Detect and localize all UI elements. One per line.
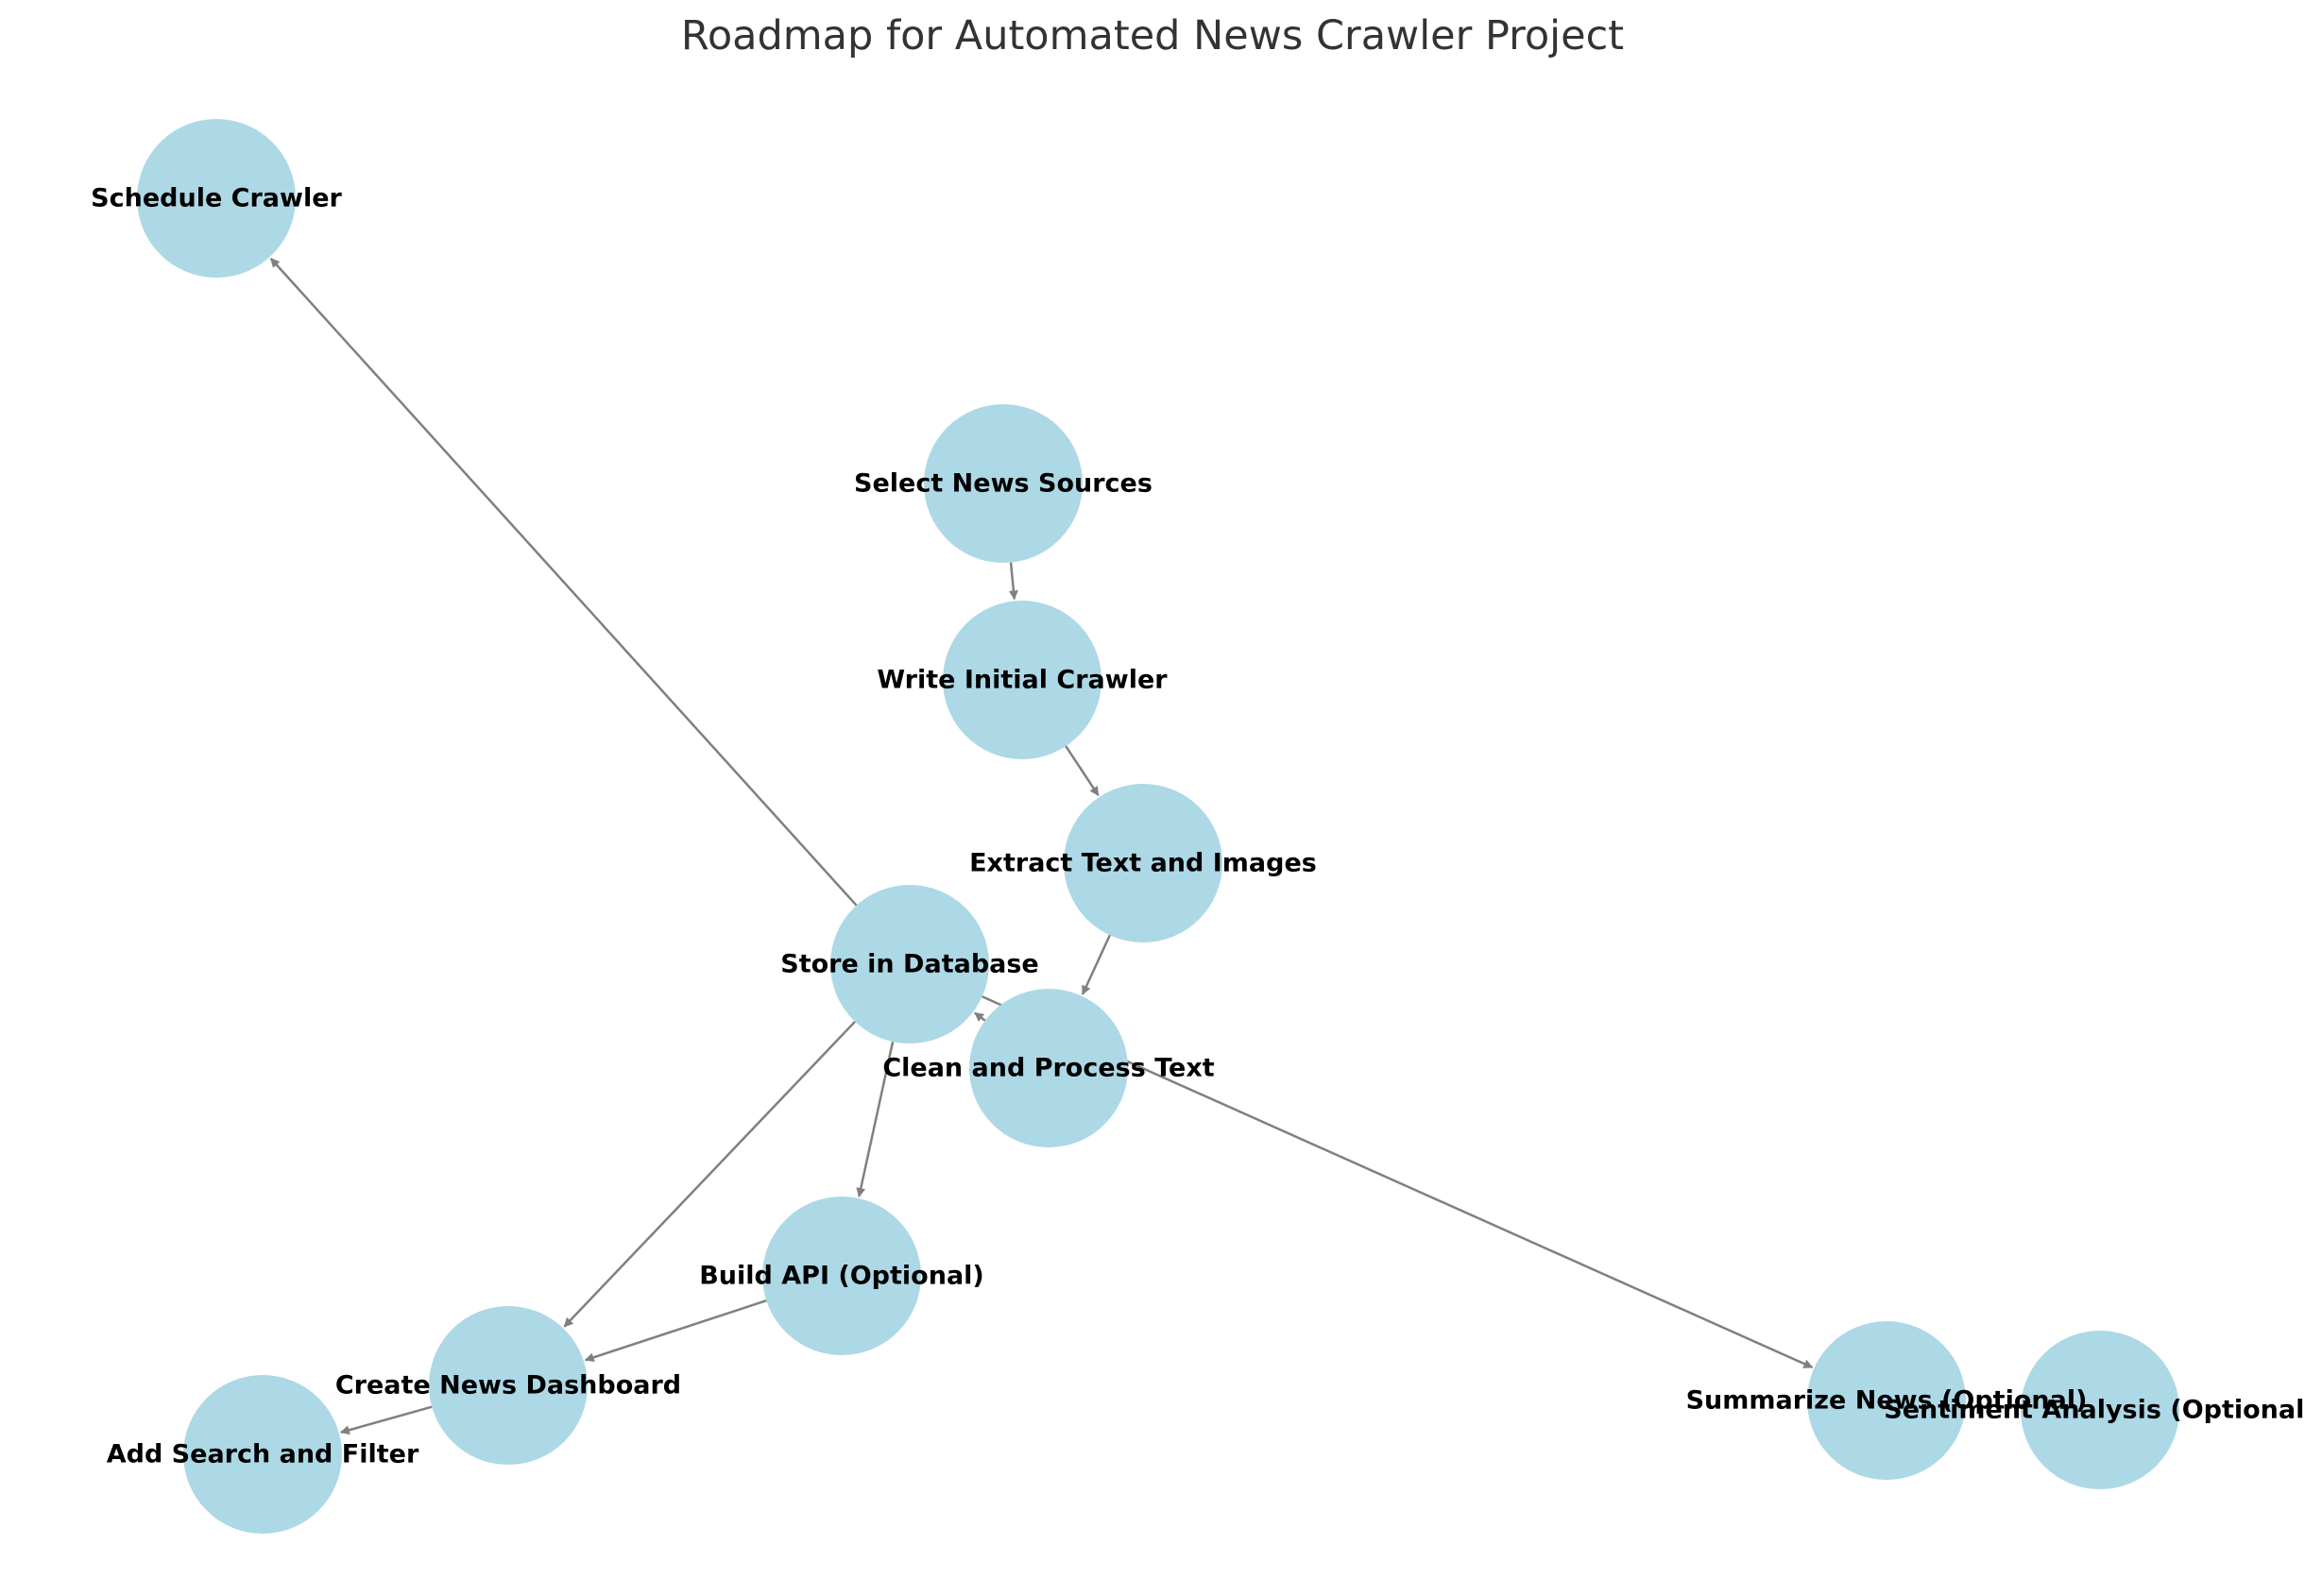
node-label-sentiment: Sentiment Analysis (Optional) <box>1884 1396 2305 1425</box>
node-label-store: Store in Database <box>780 950 1039 979</box>
node-write <box>943 601 1101 759</box>
labels-layer: Schedule Crawler Select News Sources Write… <box>91 184 2305 1469</box>
edge-store-to-schedule <box>269 257 858 907</box>
edge-select-to-write <box>1008 562 1018 601</box>
edge-extract-to-clean <box>1081 934 1111 995</box>
node-label-write: Write Initial Crawler <box>877 666 1168 695</box>
edge-write-to-extract <box>1065 745 1100 797</box>
node-sentiment <box>2021 1331 2179 1489</box>
node-label-schedule: Schedule Crawler <box>91 184 342 213</box>
node-label-search: Add Search and Filter <box>107 1440 419 1469</box>
nodes-layer <box>137 119 2179 1534</box>
diagram-title: Roadmap for Automated News Crawler Proje… <box>681 12 1624 59</box>
node-summarize <box>1807 1321 1966 1480</box>
node-label-clean: Clean and Process Text <box>882 1054 1214 1083</box>
node-label-select: Select News Sources <box>854 469 1152 499</box>
edge-store-to-dashboard <box>563 1020 856 1328</box>
node-label-api: Build API (Optional) <box>699 1262 984 1291</box>
node-search <box>183 1375 342 1534</box>
edges-layer <box>269 257 1814 1435</box>
node-extract <box>1064 784 1222 942</box>
node-label-dashboard: Create News Dashboard <box>335 1371 681 1401</box>
node-label-summarize: Summarize News (Optional) <box>1686 1386 2088 1416</box>
node-clean <box>969 989 1128 1147</box>
edge-store-to-api <box>856 1041 895 1197</box>
node-dashboard <box>429 1306 588 1465</box>
node-api <box>762 1197 921 1355</box>
node-select <box>924 404 1083 563</box>
node-schedule <box>137 119 296 278</box>
node-store <box>830 885 989 1044</box>
edge-clean-to-store <box>974 1011 986 1022</box>
edge-api-to-dashboard <box>584 1299 767 1363</box>
node-label-extract: Extract Text and Images <box>969 849 1317 878</box>
edge-dashboard-to-search <box>339 1405 433 1435</box>
